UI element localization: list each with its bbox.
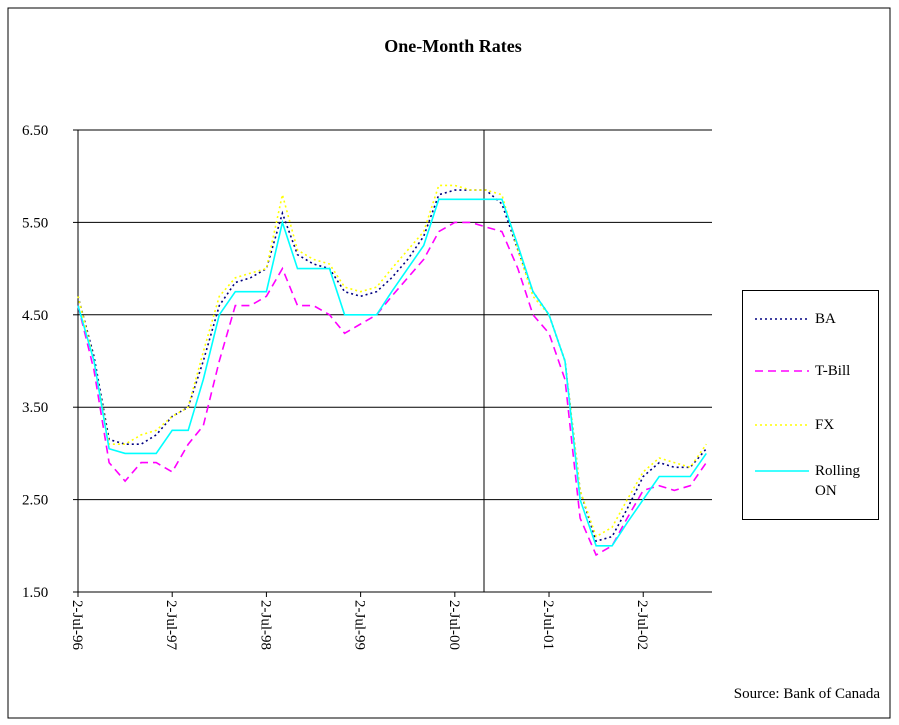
series-line bbox=[77, 198, 707, 547]
y-tick-label: 4.50 bbox=[22, 308, 48, 324]
legend-label: BA bbox=[815, 311, 836, 327]
x-tick-label: 2-Jul-02 bbox=[634, 600, 650, 650]
legend-entry: FX bbox=[751, 415, 865, 435]
x-tick-label: 2-Jul-01 bbox=[540, 600, 556, 650]
legend-swatch bbox=[755, 470, 809, 472]
x-tick-label: 2-Jul-99 bbox=[352, 600, 368, 650]
y-tick-label: 2.50 bbox=[22, 493, 48, 509]
source-note: Source: Bank of Canada bbox=[734, 686, 881, 702]
legend-swatch bbox=[755, 370, 809, 372]
series-line bbox=[77, 189, 707, 543]
legend: BA T-Bill FX Rolling ON bbox=[742, 290, 879, 520]
legend-label: FX bbox=[815, 417, 835, 433]
x-tick-label: 2-Jul-00 bbox=[446, 600, 462, 650]
legend-entry: Rolling ON bbox=[751, 461, 865, 501]
legend-swatch bbox=[755, 424, 809, 426]
legend-label: T-Bill bbox=[815, 363, 851, 379]
legend-entry: T-Bill bbox=[751, 361, 865, 381]
chart-title: One-Month Rates bbox=[384, 36, 522, 56]
legend-entry: BA bbox=[751, 309, 865, 329]
x-tick-label: 2-Jul-98 bbox=[257, 600, 273, 650]
y-tick-label: 6.50 bbox=[22, 123, 48, 139]
series-line bbox=[77, 221, 707, 557]
legend-swatch bbox=[755, 318, 809, 320]
series-line bbox=[77, 184, 707, 538]
x-tick-label: 2-Jul-97 bbox=[163, 600, 179, 650]
x-tick-label: 2-Jul-96 bbox=[69, 600, 85, 650]
y-tick-label: 1.50 bbox=[22, 585, 48, 601]
y-tick-label: 3.50 bbox=[22, 400, 48, 416]
y-tick-label: 5.50 bbox=[22, 215, 48, 231]
legend-label: Rolling ON bbox=[815, 463, 861, 499]
